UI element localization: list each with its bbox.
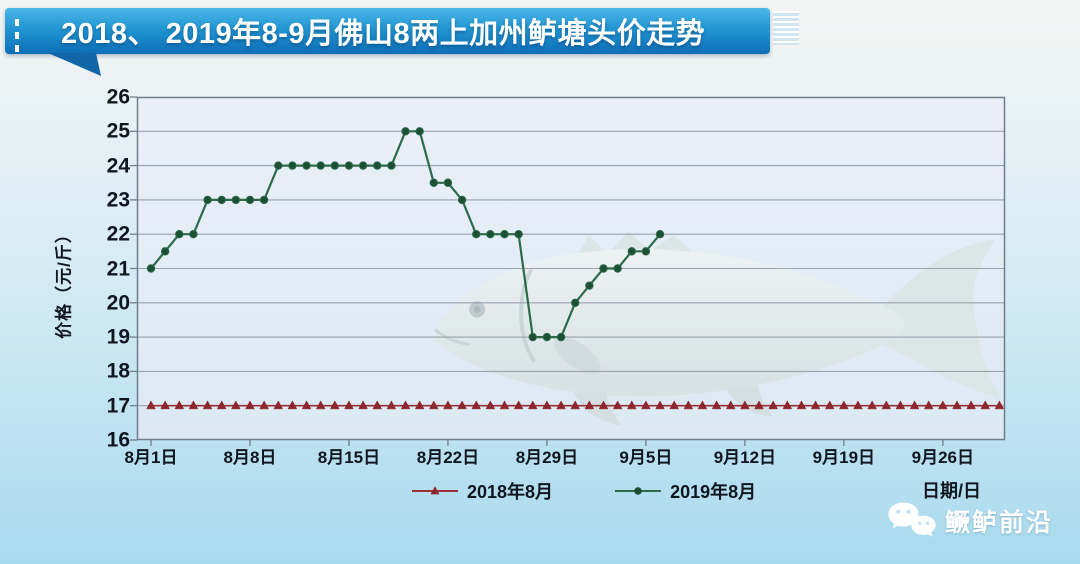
y-tick-label: 26 [106, 85, 130, 109]
y-tick-label: 18 [106, 359, 130, 383]
x-tick-label: 8月15日 [317, 448, 381, 467]
y-tick-label: 22 [106, 222, 130, 246]
legend-item: 2019年8月 [615, 478, 756, 504]
wechat-account-name: 鳜鲈前沿 [945, 509, 1054, 537]
stripes-decoration [773, 11, 799, 45]
y-tick-label: 23 [106, 188, 130, 212]
plot-area [130, 96, 1006, 446]
legend-label: 2019年8月 [670, 482, 757, 502]
x-tick-label: 9月26日 [911, 448, 975, 467]
y-tick-label: 24 [106, 154, 130, 178]
y-tick-label: 17 [106, 394, 130, 418]
wechat-account-badge: 鳜鲈前沿 [888, 501, 1053, 541]
x-axis-tick-labels: 8月1日 8月8日 8月15日 8月22日 8月29日 9月5日 9月12日 9月19日 9月2… [125, 443, 1005, 467]
page-title: 2018、 2019年8-9月佛山8两上加州鲈塘头价走势 [61, 18, 706, 50]
y-tick-label: 21 [106, 257, 130, 280]
y-tick-label: 20 [106, 291, 130, 315]
y-tick-label: 25 [106, 119, 130, 143]
dotted-line-decoration [15, 19, 19, 57]
legend-item: 2018年8月 [412, 478, 553, 504]
x-tick-label: 9月5日 [619, 448, 673, 467]
x-tick-label: 9月12日 [713, 448, 777, 467]
y-axis-tick-labels: 26 25 24 23 22 21 20 19 18 17 16 [88, 87, 130, 451]
price-line-chart [130, 96, 1006, 446]
y-tick-label: 16 [106, 428, 130, 452]
legend-label: 2018年8月 [467, 482, 554, 502]
legend-triangle-marker-icon [412, 486, 458, 495]
y-tick-label: 19 [106, 325, 130, 349]
x-tick-label: 9月19日 [812, 448, 876, 467]
fish-watermark [434, 231, 1000, 426]
y-axis-title: 价格（元/斤） [54, 225, 74, 339]
banner-tail-decoration [48, 53, 101, 76]
title-banner: 2018、 2019年8-9月佛山8两上加州鲈塘头价走势 [5, 8, 770, 57]
x-tick-label: 8月1日 [124, 448, 178, 467]
x-tick-label: 8月8日 [223, 448, 277, 467]
x-tick-label: 8月29日 [515, 448, 579, 467]
x-tick-label: 8月22日 [416, 448, 480, 467]
wechat-logo-icon [888, 502, 936, 537]
legend-circle-marker-icon [615, 487, 662, 495]
x-axis-title: 日期/日 [922, 481, 982, 501]
chart-legend: 2018年8月 2019年8月 [412, 478, 756, 504]
